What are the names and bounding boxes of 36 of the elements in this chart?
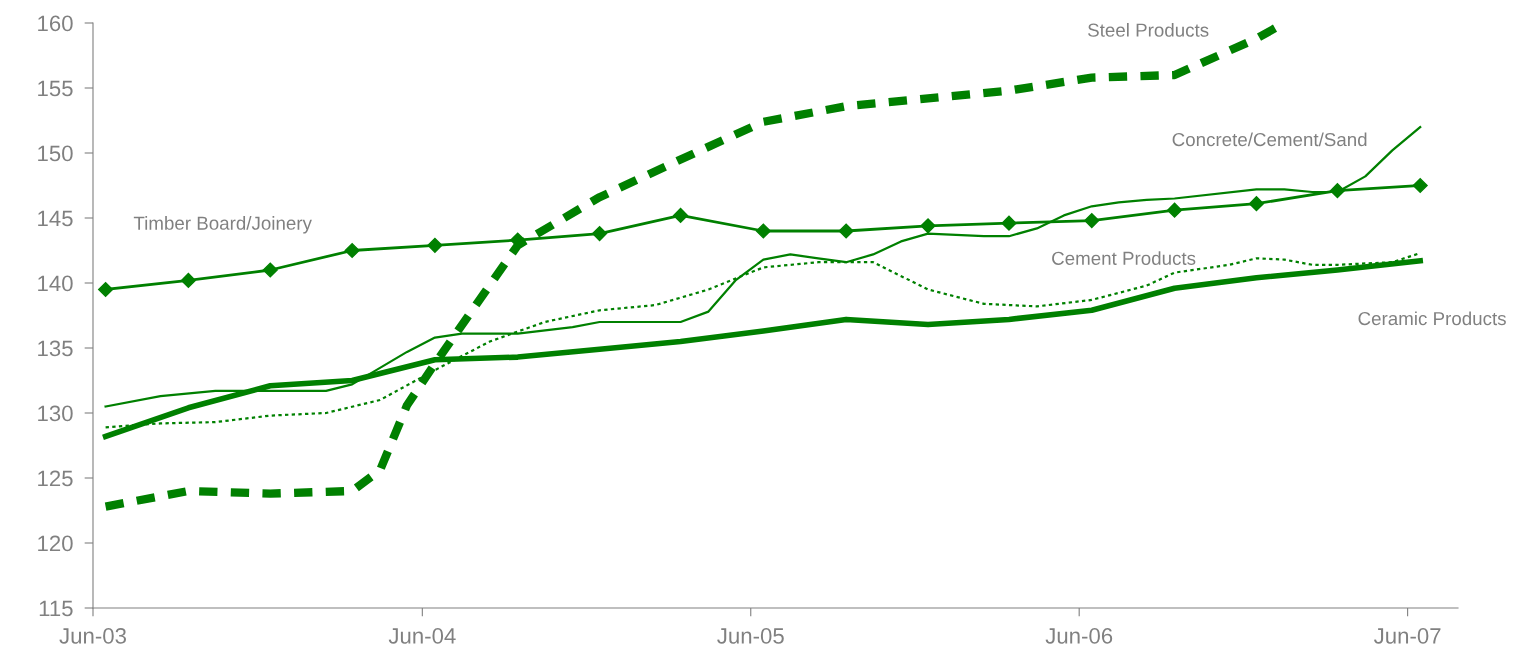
point: [920, 218, 936, 234]
point: [1329, 183, 1345, 199]
text: Ceramic Products: [1358, 311, 1506, 326]
series-label: Steel Products: [1088, 23, 1209, 37]
y-tick-label: 145: [38, 210, 73, 227]
point: [427, 237, 443, 253]
y-tick-label: 115: [39, 600, 73, 617]
y-tick-label: 150: [38, 145, 73, 162]
x-tick-label: Jun-06: [1045, 628, 1113, 644]
point: [755, 223, 771, 239]
x-tick-label: Jun-07: [1373, 628, 1441, 644]
point: [1248, 196, 1265, 212]
y-tick-label: 130: [38, 405, 73, 422]
point: [262, 262, 278, 278]
point: [1001, 215, 1017, 231]
point: [1166, 202, 1183, 218]
point: [344, 242, 360, 259]
x-tick-label: Jun-04: [388, 628, 456, 644]
y-tick-label: 155: [38, 80, 73, 97]
series-label: Cement Products: [1052, 251, 1196, 265]
point: [838, 223, 854, 239]
point: [180, 272, 196, 288]
point: [673, 207, 689, 223]
series-label: Timber Board/Joinery: [133, 216, 312, 234]
point: [592, 226, 608, 242]
y-tick-label: 140: [38, 275, 73, 292]
x-tick-label: Jun-03: [59, 628, 126, 644]
x-tick-label: Jun-05: [717, 628, 784, 644]
point: [1412, 177, 1428, 194]
point: [1084, 213, 1100, 229]
point: [98, 281, 114, 298]
y-tick-label: 135: [38, 340, 73, 357]
y-tick-label: 125: [38, 470, 73, 487]
series-label: Concrete/Cement/Sand: [1172, 132, 1367, 147]
y-tick-label: 120: [38, 535, 73, 552]
y-tick-label: 160: [38, 15, 73, 32]
